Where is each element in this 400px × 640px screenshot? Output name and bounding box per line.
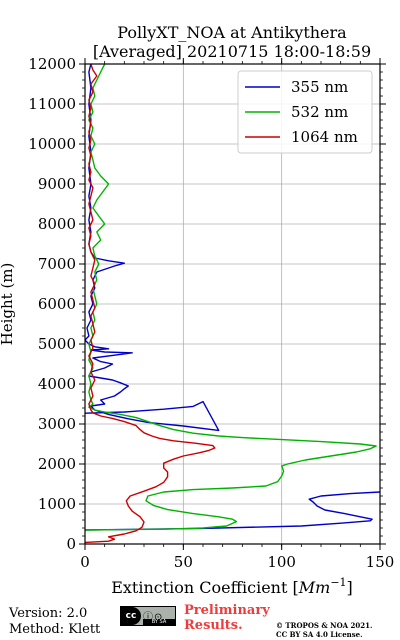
x-tick-label: 50 — [174, 553, 193, 571]
x-tick-label: 100 — [267, 553, 296, 571]
method-text: Method: Klett — [9, 622, 101, 637]
copyright-line-1: © TROPOS & NOA 2021. — [276, 621, 373, 630]
y-tick-label: 7000 — [38, 255, 76, 273]
y-tick-label: 3000 — [38, 415, 76, 433]
y-tick-label: 4000 — [38, 375, 76, 393]
y-tick-label: 12000 — [28, 55, 76, 73]
y-tick-label: 5000 — [38, 335, 76, 353]
y-axis-label: Height (m) — [0, 263, 16, 346]
y-tick-label: 10000 — [28, 135, 76, 153]
y-tick-label: 6000 — [38, 295, 76, 313]
copyright-notice: © TROPOS & NOA 2021. CC BY SA 4.0 Licens… — [276, 621, 372, 639]
chart-title: PollyXT_NOA at Antikythera — [117, 23, 347, 42]
preliminary-line-1: Preliminary — [184, 603, 270, 618]
y-tick-label: 0 — [66, 535, 76, 553]
preliminary-line-2: Results. — [184, 618, 243, 633]
legend-label-532: 532 nm — [291, 103, 348, 121]
y-tick-label: 11000 — [28, 95, 76, 113]
legend-label-1064: 1064 nm — [291, 128, 358, 146]
chart-subtitle: [Averaged] 20210715 18:00-18:59 — [93, 42, 371, 61]
cc-logo-icon: cc — [121, 607, 141, 625]
version-text: Version: 2.0 — [9, 606, 88, 621]
x-axis-label-close: ] — [347, 578, 353, 597]
series-line-532-nm — [85, 64, 377, 531]
by-sa-label: BY SA — [143, 619, 175, 625]
series-line-1064-nm — [85, 64, 216, 544]
series-lines — [85, 64, 380, 544]
cc-license-badge[interactable]: cc ⓘ⊙ BY SA — [120, 606, 176, 626]
x-axis-label-unit: Mm — [298, 578, 331, 597]
y-tick-label: 2000 — [38, 455, 76, 473]
legend: 355 nm 532 nm 1064 nm — [237, 70, 373, 154]
copyright-line-2: CC BY SA 4.0 License. — [276, 630, 363, 639]
legend-box — [237, 70, 373, 154]
x-axis-label-exponent: −1 — [330, 576, 346, 589]
by-sa-icons: ⓘ⊙ — [143, 612, 164, 623]
x-axis-label-text: Extinction Coefficient [ — [111, 578, 299, 597]
preliminary-results-label: Preliminary Results. — [184, 603, 270, 633]
x-tick-label: 0 — [80, 553, 90, 571]
x-axis-label: Extinction Coefficient [Mm−1] — [111, 576, 353, 597]
y-tick-label: 8000 — [38, 215, 76, 233]
footer-info: Version: 2.0 Method: Klett — [9, 606, 100, 638]
x-tick-label: 150 — [366, 553, 395, 571]
y-tick-label: 9000 — [38, 175, 76, 193]
legend-label-355: 355 nm — [291, 78, 348, 96]
axes: 0100020003000400050006000700080009000100… — [28, 55, 394, 571]
y-tick-label: 1000 — [38, 495, 76, 513]
